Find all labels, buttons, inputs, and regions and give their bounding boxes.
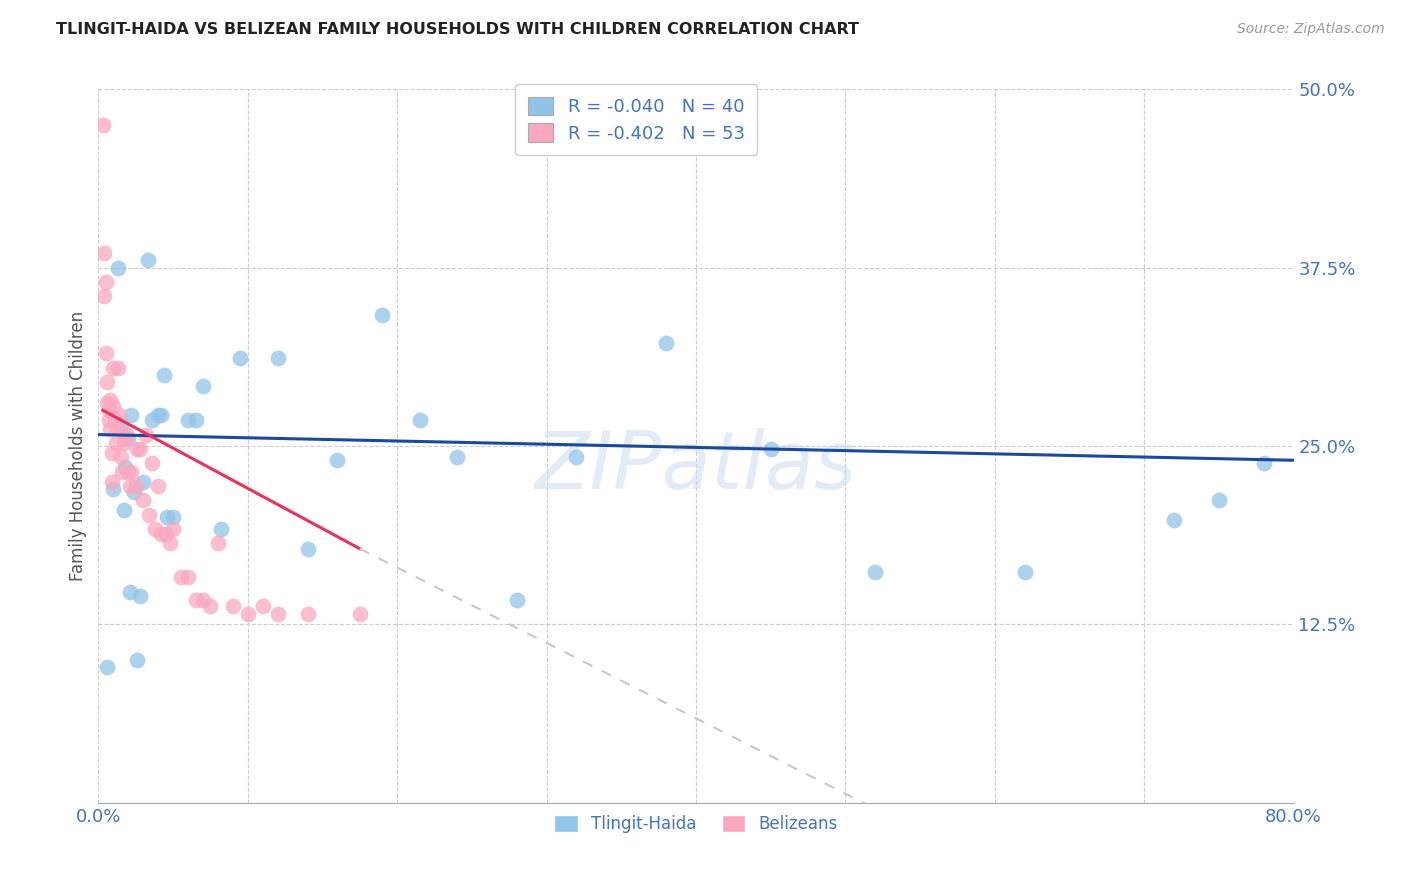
Point	[104, 413, 127, 427]
Point	[150, 527, 173, 541]
Point	[129, 589, 152, 603]
Point	[125, 479, 148, 493]
Point	[114, 427, 136, 442]
Point	[143, 522, 166, 536]
Point	[112, 503, 135, 517]
Point	[1163, 513, 1185, 527]
Point	[132, 475, 155, 489]
Point	[371, 308, 394, 322]
Point	[91, 118, 114, 132]
Point	[94, 346, 117, 360]
Point	[177, 570, 200, 584]
Point	[103, 482, 125, 496]
Point	[96, 660, 118, 674]
Point	[267, 351, 290, 365]
Point	[105, 436, 128, 450]
Point	[408, 413, 430, 427]
Point	[135, 427, 157, 442]
Point	[93, 289, 115, 303]
Point	[150, 408, 173, 422]
Point	[136, 253, 159, 268]
Point	[118, 584, 141, 599]
Point	[236, 607, 259, 622]
Point	[297, 541, 319, 556]
Point	[93, 246, 115, 260]
Point	[156, 510, 179, 524]
Point	[96, 375, 118, 389]
Point	[108, 408, 131, 422]
Point	[118, 479, 141, 493]
Point	[120, 408, 142, 422]
Point	[127, 653, 149, 667]
Point	[97, 413, 120, 427]
Point	[759, 442, 782, 456]
Point	[252, 599, 274, 613]
Point	[655, 336, 678, 351]
Point	[865, 565, 887, 579]
Point	[162, 522, 184, 536]
Point	[1014, 565, 1036, 579]
Point	[326, 453, 349, 467]
Point	[184, 593, 207, 607]
Point	[446, 450, 468, 465]
Point	[191, 593, 214, 607]
Point	[349, 607, 371, 622]
Text: Source: ZipAtlas.com: Source: ZipAtlas.com	[1237, 22, 1385, 37]
Point	[124, 484, 146, 499]
Point	[112, 436, 135, 450]
Point	[97, 403, 120, 417]
Point	[153, 368, 176, 382]
Point	[267, 607, 290, 622]
Point	[162, 510, 184, 524]
Point	[565, 450, 588, 465]
Point	[98, 393, 122, 408]
Point	[107, 260, 129, 275]
Point	[94, 275, 117, 289]
Point	[222, 599, 245, 613]
Point	[169, 570, 191, 584]
Point	[209, 522, 232, 536]
Text: TLINGIT-HAIDA VS BELIZEAN FAMILY HOUSEHOLDS WITH CHILDREN CORRELATION CHART: TLINGIT-HAIDA VS BELIZEAN FAMILY HOUSEHO…	[56, 22, 859, 37]
Point	[129, 442, 152, 456]
Point	[107, 360, 129, 375]
Point	[110, 450, 132, 465]
Point	[191, 379, 214, 393]
Point	[132, 493, 155, 508]
Point	[103, 360, 125, 375]
Point	[138, 508, 160, 522]
Point	[1208, 493, 1230, 508]
Point	[110, 417, 132, 432]
Point	[111, 465, 134, 479]
Point	[297, 607, 319, 622]
Point	[141, 456, 163, 470]
Point	[120, 465, 142, 479]
Point	[229, 351, 252, 365]
Point	[101, 446, 124, 460]
Point	[115, 427, 138, 442]
Point	[117, 465, 139, 479]
Point	[141, 413, 163, 427]
Point	[98, 422, 122, 436]
Point	[148, 479, 170, 493]
Point	[184, 413, 207, 427]
Point	[200, 599, 222, 613]
Text: ZIPatlas: ZIPatlas	[534, 428, 858, 507]
Point	[159, 536, 181, 550]
Point	[107, 422, 129, 436]
Point	[117, 432, 139, 446]
Point	[127, 442, 149, 456]
Point	[96, 396, 118, 410]
Point	[114, 460, 136, 475]
Point	[103, 399, 125, 413]
Y-axis label: Family Households with Children: Family Households with Children	[69, 311, 87, 581]
Legend: Tlingit-Haida, Belizeans: Tlingit-Haida, Belizeans	[543, 803, 849, 845]
Point	[155, 527, 177, 541]
Point	[506, 593, 529, 607]
Point	[207, 536, 229, 550]
Point	[1253, 456, 1275, 470]
Point	[148, 408, 170, 422]
Point	[177, 413, 200, 427]
Point	[101, 475, 124, 489]
